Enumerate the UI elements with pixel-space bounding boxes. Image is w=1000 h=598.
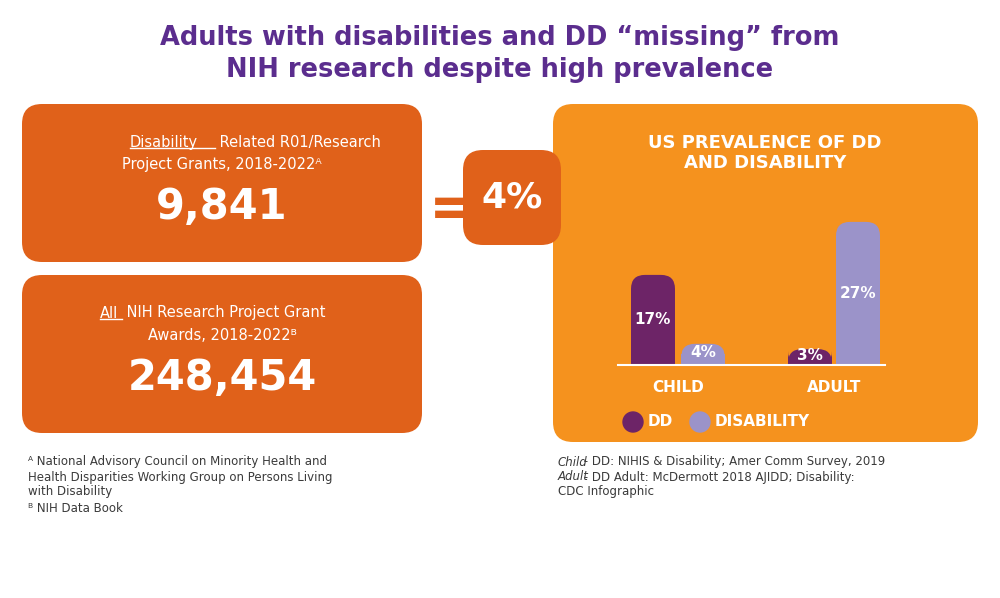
- Text: NIH Research Project Grant: NIH Research Project Grant: [122, 306, 326, 321]
- Text: Awards, 2018-2022ᴮ: Awards, 2018-2022ᴮ: [148, 328, 296, 343]
- Text: - DD Adult: McDermott 2018 AJIDD; Disability:: - DD Adult: McDermott 2018 AJIDD; Disabi…: [580, 471, 855, 484]
- Text: 17%: 17%: [635, 312, 671, 328]
- Text: 3%: 3%: [797, 347, 823, 362]
- Text: ᴮ NIH Data Book: ᴮ NIH Data Book: [28, 502, 123, 515]
- Text: Child: Child: [558, 456, 588, 468]
- Text: ADULT: ADULT: [807, 380, 861, 395]
- Text: AND DISABILITY: AND DISABILITY: [684, 154, 846, 172]
- Text: Adult: Adult: [558, 471, 589, 484]
- Bar: [788, 357, 832, 365]
- Text: US PREVALENCE OF DD: US PREVALENCE OF DD: [648, 134, 882, 152]
- FancyBboxPatch shape: [22, 104, 422, 262]
- Text: Adults with disabilities and DD “missing” from: Adults with disabilities and DD “missing…: [160, 25, 840, 51]
- Text: 248,454: 248,454: [127, 357, 317, 399]
- Bar: [681, 355, 725, 365]
- Text: ᴬ National Advisory Council on Minority Health and: ᴬ National Advisory Council on Minority …: [28, 456, 327, 468]
- Text: 9,841: 9,841: [156, 186, 288, 228]
- FancyBboxPatch shape: [463, 150, 561, 245]
- Text: with Disability: with Disability: [28, 486, 112, 499]
- Text: Project Grants, 2018-2022ᴬ: Project Grants, 2018-2022ᴬ: [122, 157, 322, 172]
- Text: Disability: Disability: [130, 135, 198, 150]
- Text: 4%: 4%: [690, 345, 716, 360]
- Circle shape: [623, 412, 643, 432]
- FancyBboxPatch shape: [22, 275, 422, 433]
- Text: 27%: 27%: [840, 286, 876, 301]
- Bar: [836, 294, 880, 365]
- Text: DISABILITY: DISABILITY: [715, 414, 810, 429]
- Text: - DD: NIHIS & Disability; Amer Comm Survey, 2019: - DD: NIHIS & Disability; Amer Comm Surv…: [580, 456, 885, 468]
- Text: DD: DD: [648, 414, 673, 429]
- Text: 4%: 4%: [481, 180, 543, 214]
- FancyBboxPatch shape: [553, 104, 978, 442]
- Text: Related R01/Research: Related R01/Research: [215, 135, 381, 150]
- Text: =: =: [429, 182, 477, 239]
- Bar: [631, 320, 675, 365]
- Text: CHILD: CHILD: [652, 380, 704, 395]
- FancyBboxPatch shape: [681, 344, 725, 365]
- Text: All: All: [100, 306, 118, 321]
- Text: NIH research despite high prevalence: NIH research despite high prevalence: [226, 57, 774, 83]
- Text: Health Disparities Working Group on Persons Living: Health Disparities Working Group on Pers…: [28, 471, 332, 484]
- FancyBboxPatch shape: [631, 275, 675, 365]
- Text: CDC Infographic: CDC Infographic: [558, 486, 654, 499]
- FancyBboxPatch shape: [836, 222, 880, 365]
- Circle shape: [690, 412, 710, 432]
- FancyBboxPatch shape: [788, 349, 832, 365]
